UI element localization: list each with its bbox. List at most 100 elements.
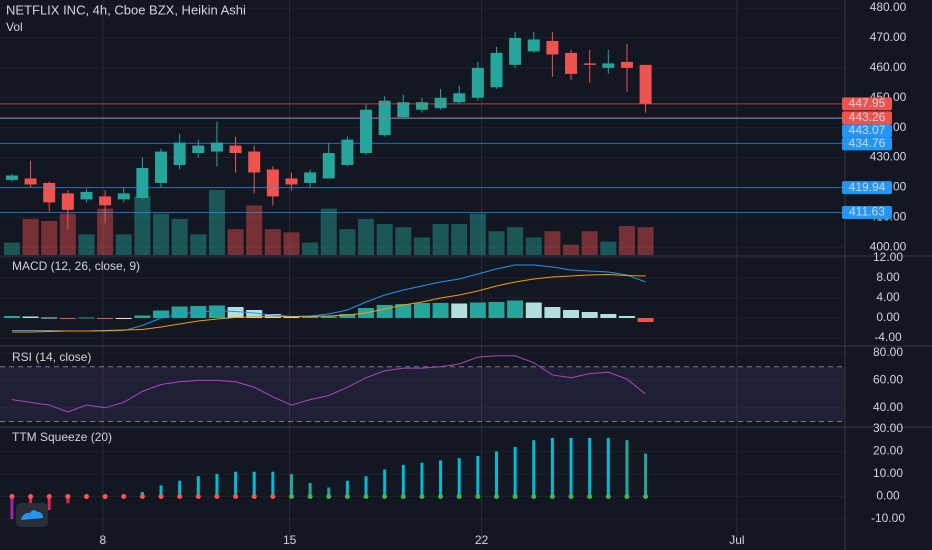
rsi-band [0,366,845,422]
squeeze-bar [644,453,648,497]
macd-histogram-bar [618,316,635,318]
candle-body [471,67,484,98]
squeeze-bar [588,437,592,497]
volume-bar [134,196,151,255]
squeeze-dot [233,494,239,500]
candle-body [248,151,261,173]
candle-body [80,191,93,200]
candle-body [192,145,205,154]
volume-bar [525,237,542,255]
y-tick-label: -4.00 [874,330,902,344]
macd-histogram-bar [507,300,524,318]
squeeze-dot [493,494,499,500]
x-tick-label: 15 [283,533,297,547]
candle-body [229,145,242,154]
squeeze-dot [139,494,145,500]
volume-bar [3,242,20,255]
squeeze-bar [196,476,200,497]
squeeze-dot [605,494,611,500]
marks [0,31,845,520]
y-tick-label: 0.00 [876,489,900,503]
squeeze-dot [419,494,425,500]
squeeze-dot [251,494,257,500]
squeeze-dot [28,494,34,500]
squeeze-dot [270,494,276,500]
squeeze-bar [345,480,349,497]
squeeze-dot [382,494,388,500]
volume-bar [320,208,337,255]
logo [16,503,48,527]
volume-bar [227,229,244,255]
squeeze-bar [215,473,219,497]
squeeze-dot [214,494,220,500]
macd-histogram-bar [320,316,337,318]
macd-histogram-bar [376,305,393,318]
squeeze-bar [550,437,554,497]
macd-histogram-bar [97,318,114,319]
price-label: 411.63 [849,205,885,219]
volume-bar [451,224,468,255]
squeeze-dot [456,494,462,500]
squeeze-dot [288,494,294,500]
macd-histogram-bar [3,316,20,318]
macd-histogram-bar [544,307,561,318]
squeeze-dot [102,494,108,500]
volume-bar [171,218,188,255]
candle-body [117,193,130,200]
macd-histogram-bar [59,318,76,319]
y-tick-label: 10.00 [873,466,903,480]
y-tick-label: 400.00 [870,239,907,253]
x-tick-label: 8 [100,533,107,547]
candle-body [341,139,354,166]
squeeze-dot [326,494,332,500]
x-tick-label: Jul [729,533,744,547]
squeeze-bar [47,496,51,511]
volume-bar [41,220,58,255]
y-tick-label: 30.00 [873,421,903,435]
volume-label: Vol [6,20,23,34]
volume-bar [581,231,598,255]
macd-histogram-bar [469,302,486,318]
squeeze-bar [289,473,293,497]
squeeze-bar [625,440,629,497]
volume-bar [153,213,170,255]
price-label-bg [842,111,892,125]
grid [0,0,845,545]
squeeze-bar [364,476,368,497]
macd-histogram-bar [302,316,319,318]
volume-bar [395,227,412,255]
candle-body [322,153,335,179]
y-tick-label: 8.00 [876,270,900,284]
candle-body [5,175,18,180]
squeeze-dot [400,494,406,500]
squeeze-bar [532,440,536,497]
squeeze-dot [344,494,350,500]
candle-body [173,142,186,166]
price-label: 419.94 [849,180,886,194]
squeeze-bar [476,455,480,497]
volume-bar [339,229,356,255]
squeeze-bar [159,485,163,497]
squeeze-dot [643,494,649,500]
chart-title: NETFLIX INC, 4h, Cboe BZX, Heikin Ashi [6,2,246,17]
candle-body [304,172,317,183]
x-tick-label: 22 [475,533,489,547]
volume-bar [59,213,76,255]
volume-bar [97,208,114,255]
y-tick-label: 40.00 [873,400,903,414]
candle-body [136,168,149,198]
price-label-bg [842,124,892,138]
macd-title: MACD (12, 26, close, 9) [12,259,140,273]
price-label: 434.76 [849,136,886,150]
candle-body [565,52,578,74]
macd-histogram-bar [488,302,505,318]
price-label-bg [842,181,892,195]
macd-histogram-bar [432,303,449,318]
volume-bar [469,213,486,255]
squeeze-dot [438,494,444,500]
volume-bar [264,229,281,255]
volume-bar [358,218,375,255]
y-tick-label: 4.00 [876,290,900,304]
